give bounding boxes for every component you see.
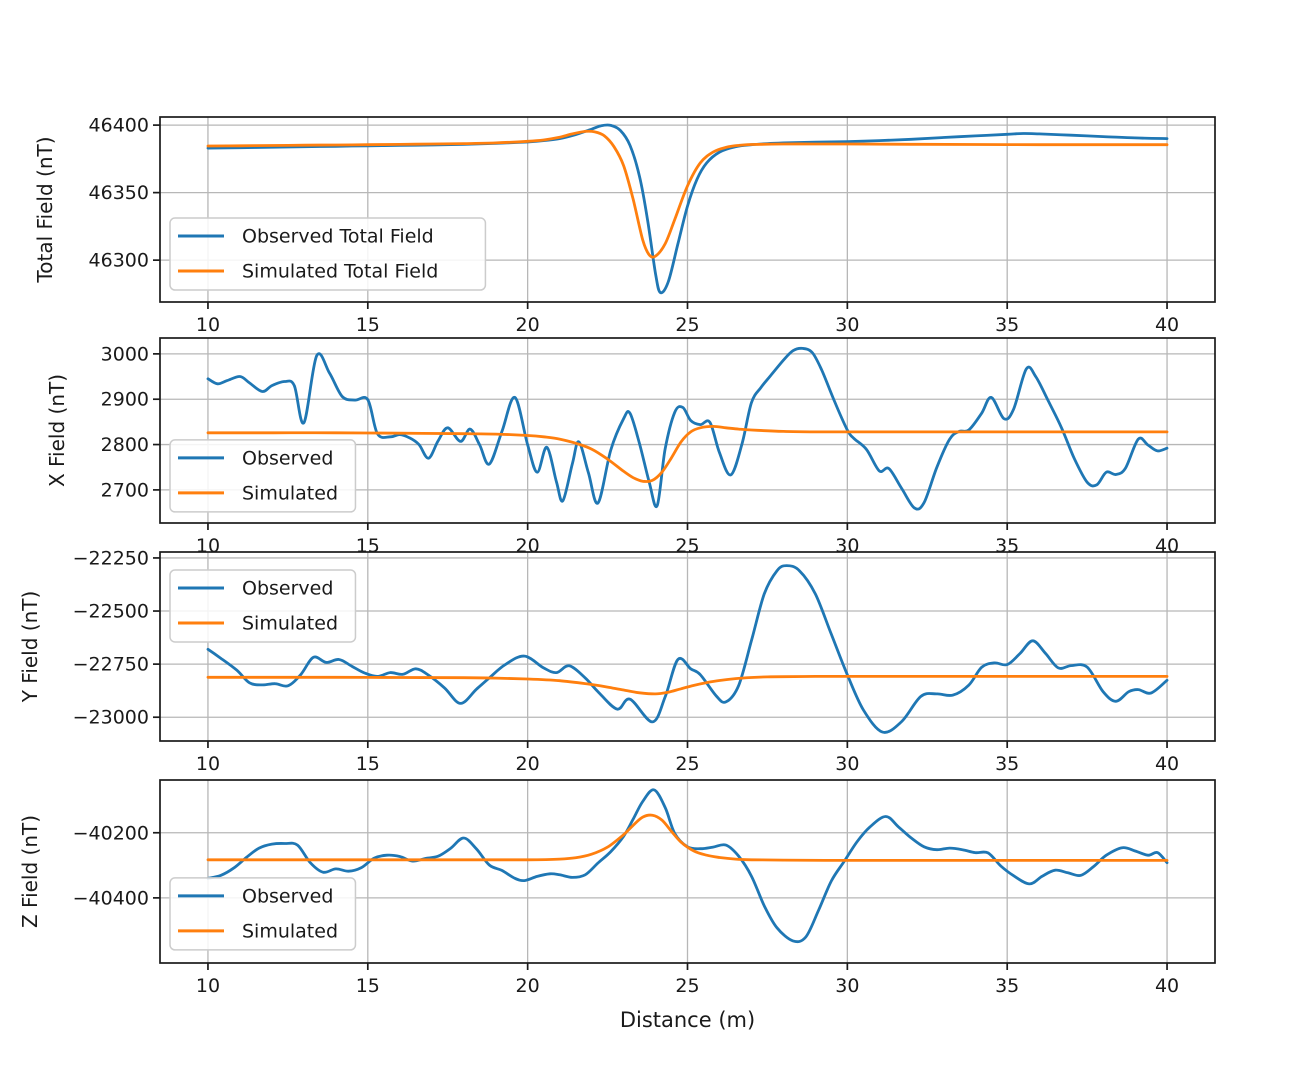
simulated-line-x-field: [206, 425, 1169, 483]
series-x-field: [206, 346, 1169, 511]
svg-text:2700: 2700: [101, 479, 149, 501]
svg-text:46400: 46400: [89, 115, 149, 137]
legend-label: Simulated: [242, 482, 338, 504]
svg-text:40: 40: [1155, 314, 1179, 336]
legend-y-field: Observed Simulated: [169, 569, 357, 643]
y-ticks-total-field: 46300 46350 46400: [89, 115, 160, 272]
svg-text:25: 25: [675, 314, 699, 336]
svg-text:15: 15: [356, 753, 380, 775]
svg-text:15: 15: [356, 975, 380, 997]
observed-line-y-field: [206, 564, 1169, 734]
legend-label: Observed: [242, 447, 333, 469]
svg-text:35: 35: [995, 753, 1019, 775]
y-ticks-x-field: 2700 2800 2900 3000: [101, 343, 160, 501]
svg-text:2800: 2800: [101, 434, 149, 456]
y-axis-label-z-field: Z Field (nT): [18, 815, 42, 928]
svg-text:3000: 3000: [101, 343, 149, 365]
svg-text:10: 10: [196, 314, 220, 336]
simulated-line-y-field: [206, 674, 1169, 696]
simulated-line-total-field: [206, 129, 1169, 259]
svg-text:40: 40: [1155, 975, 1179, 997]
simulated-line-z-field: [206, 813, 1169, 862]
svg-text:10: 10: [196, 975, 220, 997]
legend-x-field: Observed Simulated: [169, 439, 357, 513]
svg-text:−22750: −22750: [73, 654, 149, 676]
y-axis-label-x-field: X Field (nT): [45, 374, 69, 487]
legend-label: Observed: [242, 577, 333, 599]
svg-text:20: 20: [516, 975, 540, 997]
svg-text:−22250: −22250: [73, 547, 149, 569]
svg-text:2900: 2900: [101, 389, 149, 411]
svg-text:10: 10: [196, 753, 220, 775]
svg-text:46350: 46350: [89, 182, 149, 204]
series-z-field: [206, 788, 1169, 944]
x-ticks-y-field: 10 15 20 25 30 35 40: [196, 741, 1179, 775]
svg-text:25: 25: [675, 975, 699, 997]
y-ticks-y-field: −23000 −22750 −22500 −22250: [73, 547, 160, 729]
svg-text:15: 15: [356, 314, 380, 336]
svg-text:30: 30: [835, 975, 859, 997]
svg-text:25: 25: [675, 753, 699, 775]
subplot-z-field: 10 15 20 25 30 35 40 −40400 −40200 Z Field (nT) Ob…: [18, 779, 1216, 997]
legend-label: Observed: [242, 885, 333, 907]
svg-text:40: 40: [1155, 753, 1179, 775]
y-axis-label-y-field: Y Field (nT): [18, 591, 42, 704]
subplot-y-field: 10 15 20 25 30 35 40 −23000 −22750 −22500 −22250 Y …: [18, 547, 1216, 775]
series-y-field: [206, 564, 1169, 734]
svg-text:20: 20: [516, 753, 540, 775]
svg-text:20: 20: [516, 314, 540, 336]
svg-text:30: 30: [835, 753, 859, 775]
svg-text:35: 35: [995, 314, 1019, 336]
svg-text:−40200: −40200: [73, 822, 149, 844]
legend-z-field: Observed Simulated: [169, 877, 357, 951]
svg-text:30: 30: [835, 314, 859, 336]
series-total-field: [206, 123, 1169, 295]
svg-text:35: 35: [995, 975, 1019, 997]
legend-label: Observed Total Field: [242, 226, 434, 248]
x-ticks-total-field: 10 15 20 25 30 35 40: [196, 302, 1179, 336]
legend-label: Simulated: [242, 920, 338, 942]
svg-text:−23000: −23000: [73, 707, 149, 729]
svg-text:−40400: −40400: [73, 887, 149, 909]
x-ticks-z-field: 10 15 20 25 30 35 40: [196, 963, 1179, 997]
legend-total-field: Observed Total Field Simulated Total Fiel…: [169, 217, 487, 291]
y-axis-label-total-field: Total Field (nT): [33, 136, 57, 283]
svg-text:46300: 46300: [89, 250, 149, 272]
subplot-total-field: 10 15 20 25 30 35 40 46300 46350 46400 Total Field…: [33, 115, 1216, 336]
y-ticks-z-field: −40400 −40200: [73, 822, 160, 909]
legend-label: Simulated: [242, 612, 338, 634]
x-axis-label: Distance (m): [620, 1008, 755, 1032]
grid-x-field: [160, 338, 1215, 523]
legend-label: Simulated Total Field: [242, 261, 438, 283]
svg-text:−22500: −22500: [73, 601, 149, 623]
